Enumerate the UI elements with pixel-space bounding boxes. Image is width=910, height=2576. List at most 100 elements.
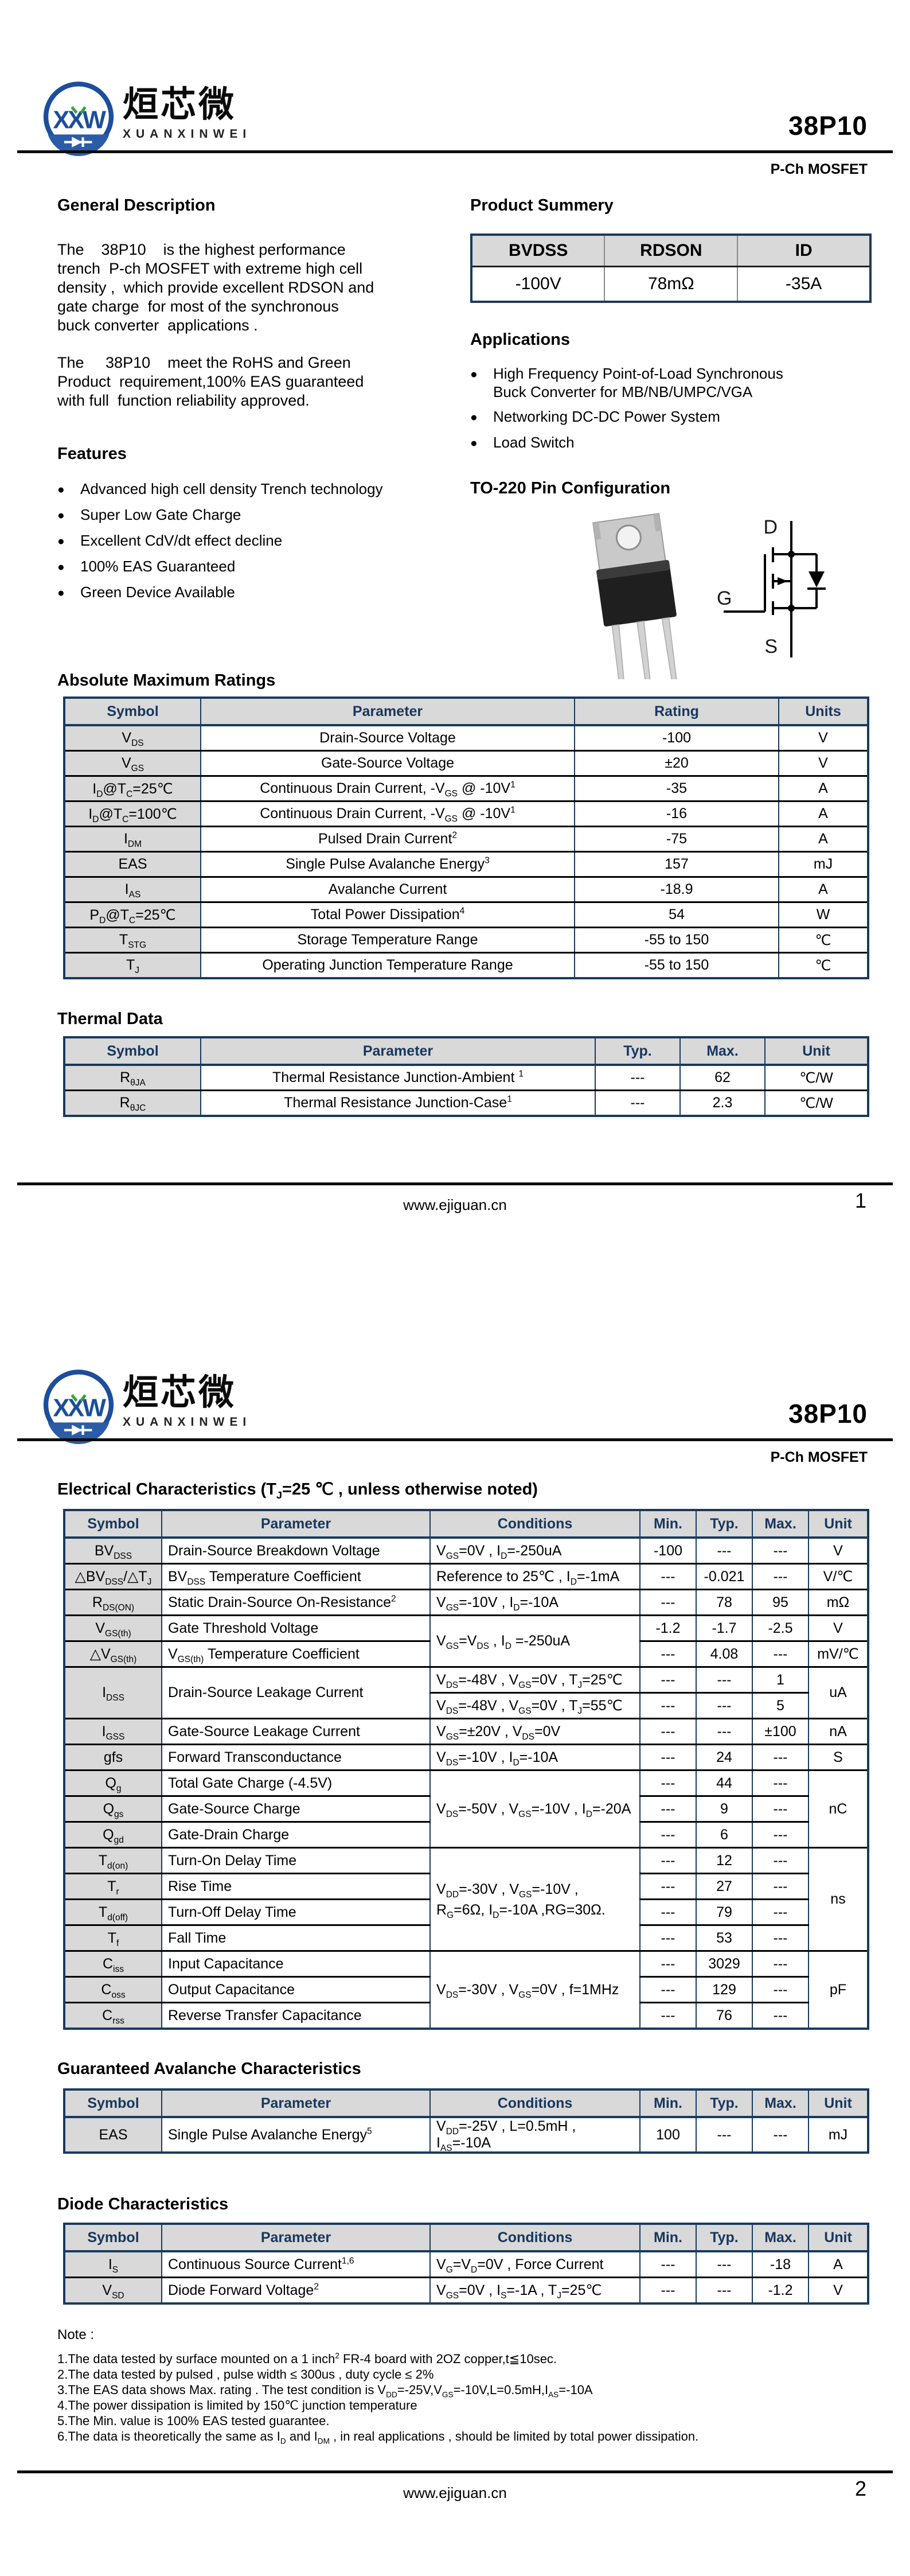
table-row: Qgs Gate-Source Charge --- 9 --- (64, 1795, 868, 1823)
table-row: △VGS(th) VGS(th) Temperature Coefficient… (64, 1640, 869, 1668)
table-cell: Storage Temperature Range (200, 927, 575, 954)
table-cell: --- (639, 1976, 697, 2003)
table-cell: --- (595, 1089, 681, 1117)
absolute-maximum-ratings-title: Absolute Maximum Ratings (57, 671, 276, 690)
table-cell: ±100 (752, 1718, 809, 1745)
table-cell: --- (639, 2002, 697, 2030)
table-cell: --- (696, 1666, 753, 1694)
table-cell: VDS=-48V , VGS=0V , TJ=55℃ (429, 1692, 640, 1719)
table-cell: --- (639, 1563, 697, 1590)
diode-characteristics-table: Symbol Parameter Conditions Min. Typ. Ma… (63, 2223, 869, 2305)
table-cell: Avalanche Current (200, 876, 575, 903)
brand-name-en: XUANXINWEI (123, 1415, 252, 1429)
table-cell: --- (639, 1769, 697, 1797)
table-cell: Single Pulse Avalanche Energy5 (161, 2116, 431, 2154)
table-cell: Fall Time (161, 1924, 431, 1952)
table-cell: --- (595, 1064, 681, 1091)
table-cell: --- (696, 1536, 753, 1565)
table-cell: BVDSS Temperature Coefficient (161, 1563, 431, 1590)
table-cell: EAS (64, 851, 201, 878)
table-cell: VGS(th) (64, 1614, 162, 1642)
table-header-cell: Symbol (64, 697, 201, 726)
electrical-characteristics-title: Electrical Characteristics (TJ=25 ℃ , un… (57, 1480, 538, 1501)
table-cell: nC (808, 1769, 869, 1849)
table-cell: --- (639, 1795, 697, 1823)
table-cell: 78mΩ (604, 266, 738, 302)
table-row: EAS Single Pulse Avalanche Energy3 157 mJ (64, 851, 869, 878)
footer-website: www.ejiguan.cn (403, 2484, 507, 2501)
table-cell: Input Capacitance (161, 1950, 431, 1978)
table-cell: Continuous Drain Current, -VGS @ -10V1 (200, 800, 575, 827)
left-column: General Description The 38P10 is the hig… (57, 196, 439, 609)
general-description-para1: The 38P10 is the highest performance tre… (57, 241, 374, 334)
table-cell: 157 (574, 851, 779, 878)
table-cell: --- (752, 1976, 809, 2003)
part-number: 38P10 (788, 111, 868, 141)
table-cell: --- (752, 1536, 809, 1565)
table-cell: ℃ (778, 952, 869, 979)
table-cell: Operating Junction Temperature Range (200, 952, 575, 979)
table-cell: PD@TC=25℃ (64, 901, 201, 928)
table-cell: Single Pulse Avalanche Energy3 (200, 851, 575, 878)
table-cell: VDD=-30V , VGS=-10V , RG=6Ω, ID=-10A ,RG… (429, 1847, 640, 1952)
table-cell: ID@TC=100℃ (64, 800, 201, 827)
table-cell: -1.7 (696, 1614, 753, 1642)
table-cell: Reverse Transfer Capacitance (161, 2002, 431, 2030)
table-cell: 44 (696, 1769, 753, 1797)
table-cell: A (778, 826, 869, 853)
table-cell: Pulsed Drain Current2 (200, 826, 575, 853)
features-title: Features (57, 445, 127, 463)
table-cell: mJ (808, 2116, 869, 2154)
table-cell: --- (752, 2116, 809, 2154)
table-cell: 6 (696, 1821, 753, 1849)
table-row: BVDSS RDSON ID (471, 235, 870, 267)
table-cell: --- (639, 1692, 697, 1719)
bullet-icon: ● (470, 368, 478, 381)
company-logo-icon: XXW (43, 1369, 114, 1444)
table-cell: pF (808, 1950, 869, 2030)
table-row: ID@TC=100℃ Continuous Drain Current, -VGS… (64, 800, 869, 827)
table-row: Qgd Gate-Drain Charge --- 6 --- (64, 1821, 868, 1849)
company-logo: XXW (40, 1367, 117, 1444)
table-cell: --- (696, 2277, 753, 2305)
table-cell: --- (752, 1873, 809, 1900)
list-item: ● Green Device Available (57, 583, 439, 602)
table-cell: VGS=±20V , VDS=0V (429, 1718, 640, 1745)
table-header-cell: Units (778, 697, 869, 726)
notes-title: Note : (57, 2327, 95, 2342)
bullet-icon: ● (57, 509, 65, 522)
table-cell: VSD (64, 2277, 162, 2305)
table-header-cell: Conditions (429, 2089, 640, 2118)
table-cell: 129 (696, 1976, 753, 2003)
table-cell: TSTG (64, 927, 201, 954)
table-cell: ℃/W (764, 1089, 869, 1117)
table-row: VGS(th) Gate Threshold Voltage VGS=VDS ,… (64, 1614, 869, 1668)
table-row: TSTG Storage Temperature Range -55 to 150 ℃ (64, 927, 869, 954)
table-cell: VDS=-10V , ID=-10A (429, 1744, 640, 1771)
table-cell: A (778, 800, 869, 827)
table-row: VGS Gate-Source Voltage ±20 V (64, 750, 869, 777)
table-header-cell: RDSON (604, 235, 738, 267)
table-cell: --- (752, 1795, 809, 1823)
table-cell: --- (639, 2250, 697, 2278)
table-cell: V (778, 750, 869, 777)
table-cell: --- (752, 1924, 809, 1952)
table-cell: W (778, 901, 869, 928)
table-header-cell: Unit (764, 1037, 869, 1066)
table-cell: RθJA (64, 1064, 201, 1091)
table-cell: -35A (737, 266, 870, 302)
note-item: 6.The data is theoretically the same as … (57, 2429, 699, 2446)
table-cell: VDS=-48V , VGS=0V , TJ=25℃ (429, 1666, 640, 1694)
page-number: 2 (854, 2477, 866, 2500)
table-cell: Output Capacitance (161, 1976, 431, 2003)
diode-characteristics-section: Symbol Parameter Conditions Min. Typ. Ma… (63, 2223, 869, 2305)
note-item: 1.The data tested by surface mounted on … (57, 2351, 557, 2366)
table-cell: VDS (64, 724, 201, 752)
table-cell: V (808, 1614, 869, 1642)
table-cell: -75 (574, 826, 779, 853)
guaranteed-avalanche-table: Symbol Parameter Conditions Min. Typ. Ma… (63, 2088, 869, 2154)
table-header-cell: Typ. (595, 1037, 681, 1066)
brand-block: 烜芯微 XUANXINWEI (123, 87, 251, 141)
condition-line: RG=6Ω, ID=-10A ,RG=30Ω. (436, 1901, 606, 1920)
table-cell: A (778, 876, 869, 903)
